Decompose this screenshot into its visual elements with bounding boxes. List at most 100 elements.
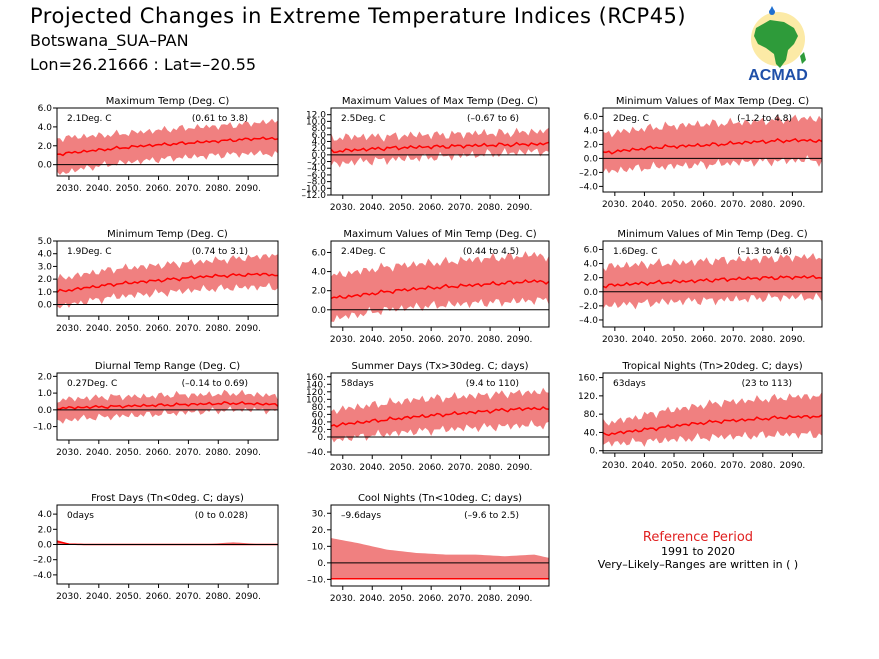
x-tick-label: 2060. xyxy=(146,324,172,334)
uncertainty-band xyxy=(57,253,278,309)
uncertainty-band xyxy=(57,389,278,424)
x-tick-label: 2090. xyxy=(780,461,806,471)
x-tick-label: 2060. xyxy=(146,448,172,458)
x-tick-label: 2070. xyxy=(448,594,474,604)
x-tick-label: 2040. xyxy=(86,184,112,194)
plot-frame xyxy=(602,240,823,328)
x-tick-label: 2060. xyxy=(146,184,172,194)
chart-panel: Minimum Values of Min Temp (Deg. C) –4.0 –… xyxy=(579,229,823,345)
mean-line xyxy=(330,406,550,428)
y-tick-label: –2.0 xyxy=(579,168,598,178)
x-tick-label: 2090. xyxy=(507,594,533,604)
chart-panel: Frost Days (Tn<0deg. C; days) –4.0 –2.0 0.0… xyxy=(33,493,279,602)
chart-panel: Maximum Values of Max Temp (Deg. C) –12.0… xyxy=(301,96,550,213)
y-tick-label: 0.0 xyxy=(38,161,53,171)
y-tick-label: –2.0 xyxy=(307,158,326,168)
x-tick-label: 2050. xyxy=(116,448,142,458)
y-tick-label: –6.0 xyxy=(307,171,326,181)
y-tick-label: 4.0 xyxy=(38,510,53,520)
y-tick-label: 10.0 xyxy=(306,117,326,127)
x-tick-label: 2050. xyxy=(116,324,142,334)
y-tick-label: –1.0 xyxy=(33,423,52,433)
mean-line xyxy=(330,279,550,300)
plot-frame xyxy=(330,107,550,196)
y-tick-label: 4.0 xyxy=(312,137,327,147)
x-tick-label: 2080. xyxy=(477,594,503,604)
x-tick-label: 2040. xyxy=(359,463,385,473)
region-name: Botswana_SUA–PAN xyxy=(30,31,189,50)
chart-panel: Minimum Temp (Deg. C) 0.0 1.0 2.0 3.0 4.0 5.0 2… xyxy=(38,229,279,334)
x-tick-label: 2060. xyxy=(418,594,444,604)
x-tick-label: 2040. xyxy=(359,335,385,345)
x-tick-label: 2060. xyxy=(418,335,444,345)
x-tick-label: 2080. xyxy=(205,448,231,458)
chart-title: Minimum Values of Max Temp (Deg. C) xyxy=(616,96,809,107)
x-tick-label: 2090. xyxy=(507,463,533,473)
mean-line xyxy=(602,138,823,155)
y-tick-label: 2.0 xyxy=(312,144,327,154)
y-tick-label: 2.0 xyxy=(584,140,599,150)
plot-frame xyxy=(330,504,550,587)
x-tick-label: 2050. xyxy=(116,184,142,194)
y-tick-label: –4.0 xyxy=(33,571,52,581)
y-tick-label: 4.0 xyxy=(38,250,53,260)
y-tick-label: –8.0 xyxy=(307,178,326,188)
y-tick-label: 2.0 xyxy=(312,287,327,297)
reference-period-title: Reference Period xyxy=(642,530,754,545)
chart-title: Cool Nights (Tn<10deg. C; days) xyxy=(358,493,522,504)
y-tick-label: 2.0 xyxy=(584,274,599,284)
plot-frame xyxy=(56,372,279,441)
plot-frame xyxy=(56,240,279,317)
uncertainty-band xyxy=(57,118,278,176)
x-tick-label: 2090. xyxy=(235,324,261,334)
y-tick-label: 6.0 xyxy=(38,104,53,114)
y-tick-label: –4.0 xyxy=(579,316,598,326)
plot-frame xyxy=(56,107,279,177)
y-tick-label: 20. xyxy=(312,526,326,536)
x-tick-label: 2070. xyxy=(448,203,474,213)
y-tick-label: 2.0 xyxy=(38,372,53,382)
y-tick-label: –10.0 xyxy=(301,184,326,194)
mean-change-label: –9.6days xyxy=(341,511,381,521)
chart-title: Minimum Temp (Deg. C) xyxy=(107,229,228,240)
x-tick-label: 2060. xyxy=(691,200,717,210)
likely-range-label: (–1.2 to 4.8) xyxy=(737,114,792,124)
y-tick-label: 0. xyxy=(589,447,598,457)
x-tick-label: 2060. xyxy=(418,463,444,473)
chart-panel: Cool Nights (Tn<10deg. C; days) –10. 0. 10.… xyxy=(307,493,550,604)
plot-frame xyxy=(602,107,823,193)
chart-panel: Minimum Values of Max Temp (Deg. C) –4.0 –… xyxy=(579,96,823,210)
x-tick-label: 2080. xyxy=(477,335,503,345)
x-tick-label: 2030. xyxy=(330,335,356,345)
acmad-logo: ACMAD xyxy=(748,6,808,84)
y-tick-label: 4.0 xyxy=(312,268,327,278)
y-tick-label: 160. xyxy=(578,374,598,384)
reference-period-years: 1991 to 2020 xyxy=(660,545,736,558)
mean-change-label: 1.9Deg. C xyxy=(67,247,112,257)
x-tick-label: 2090. xyxy=(780,200,806,210)
mean-line xyxy=(56,400,279,411)
x-tick-label: 2030. xyxy=(56,184,82,194)
x-tick-label: 2080. xyxy=(205,324,231,334)
x-tick-label: 2090. xyxy=(235,592,261,602)
y-tick-label: –4.0 xyxy=(307,164,326,174)
y-tick-label: 4.0 xyxy=(584,126,599,136)
uncertainty-band xyxy=(603,391,822,447)
y-tick-label: 0.0 xyxy=(312,151,327,161)
reference-period-note: Very–Likely–Ranges are written in ( ) xyxy=(597,558,799,571)
x-tick-label: 2050. xyxy=(661,335,687,345)
y-tick-label: –2.0 xyxy=(33,556,52,566)
y-tick-label: 0.0 xyxy=(38,541,53,551)
x-tick-label: 2080. xyxy=(205,184,231,194)
y-tick-label: 6.0 xyxy=(312,131,327,141)
y-tick-label: 0.0 xyxy=(584,288,599,298)
y-tick-label: 80. xyxy=(584,410,598,420)
mean-change-label: 2Deg. C xyxy=(613,114,649,124)
mean-change-label: 0.27Deg. C xyxy=(67,379,117,389)
x-tick-label: 2060. xyxy=(146,592,172,602)
y-tick-label: 80. xyxy=(312,403,326,413)
x-tick-label: 2070. xyxy=(176,324,202,334)
x-tick-label: 2040. xyxy=(632,200,658,210)
x-tick-label: 2070. xyxy=(176,592,202,602)
